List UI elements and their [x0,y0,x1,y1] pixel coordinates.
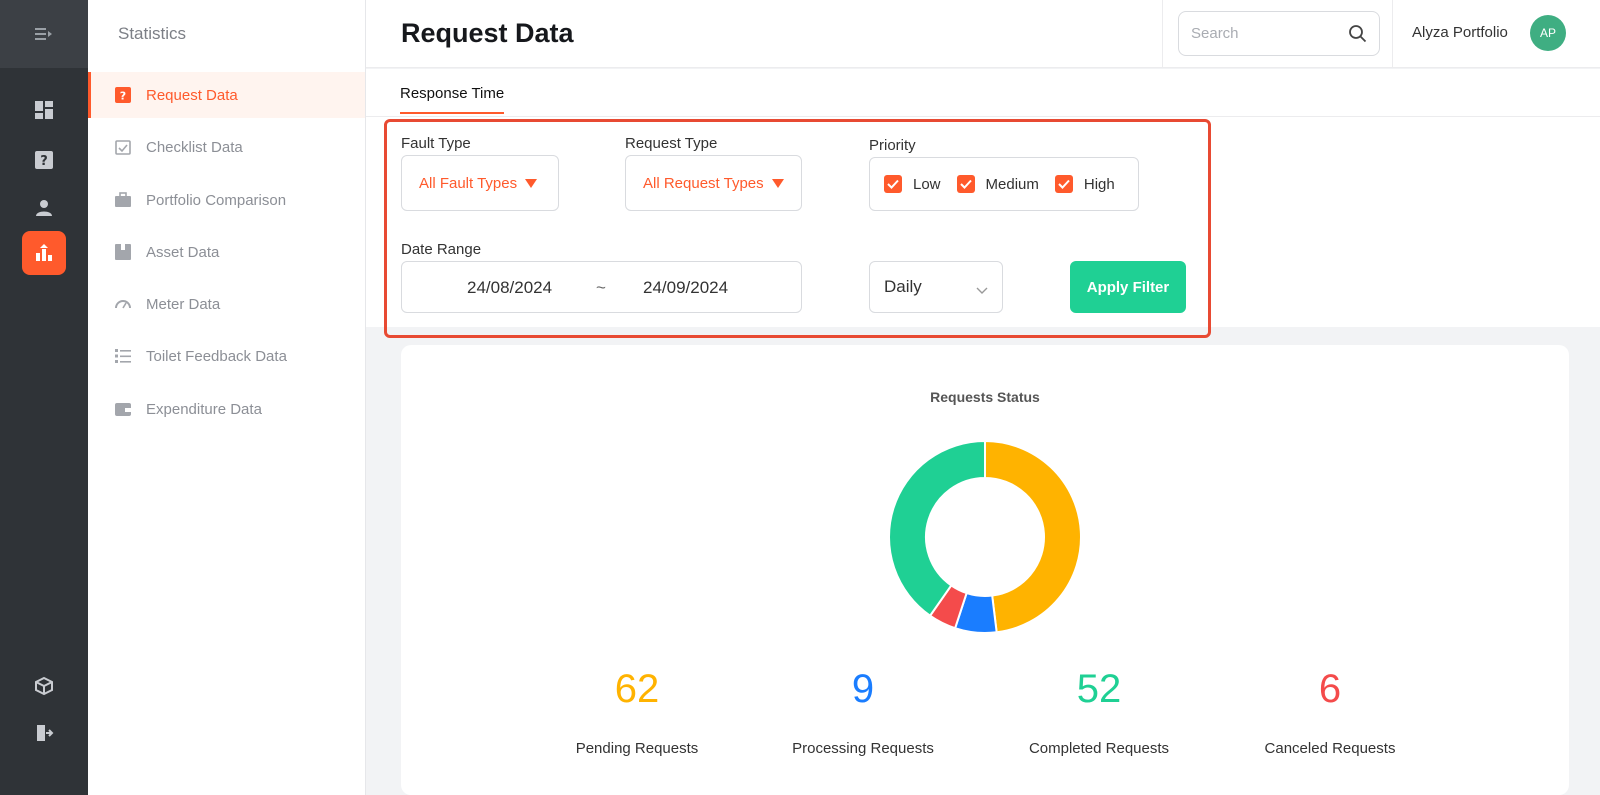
box-icon [114,243,132,261]
stat-label: Processing Requests [792,740,934,757]
date-range-end[interactable]: 24/09/2024 [643,278,729,297]
priority-group: Low Medium High [869,157,1139,211]
sidebar-item-label: Checklist Data [146,138,243,156]
tab-response-time[interactable]: Response Time [400,85,505,114]
rail-dashboard-button[interactable] [22,88,66,132]
header-divider [1392,0,1393,68]
sidebar-item-asset-data[interactable]: Asset Data [88,229,365,275]
priority-label: Priority [869,137,916,154]
stat-canceled: 6 Canceled Requests [1230,667,1430,757]
stat-completed: 52 Completed Requests [999,667,1199,757]
avatar[interactable]: AP [1530,15,1566,51]
date-range-label: Date Range [401,241,482,258]
stat-value: 52 [1076,667,1122,711]
priority-medium-label: Medium [985,175,1039,193]
requests-status-card: Requests Status 62 Pending Requests 9 Pr… [401,345,1569,795]
sidebar-item-label: Toilet Feedback Data [146,347,287,365]
stat-value: 9 [851,667,875,711]
check-icon [956,175,975,193]
priority-high-label: High [1083,175,1115,193]
sidebar-item-meter-data[interactable]: Meter Data [88,281,365,327]
fault-type-value: All Fault Types [419,174,518,192]
statistics-icon [36,244,52,261]
tab-bar: Response Time [366,69,1600,117]
rail-requests-button[interactable]: ? [22,138,66,182]
stat-pending: 62 Pending Requests [537,667,737,757]
briefcase-icon [114,191,132,209]
stat-label: Canceled Requests [1264,740,1396,757]
date-range-separator: ~ [596,278,606,297]
request-type-dropdown[interactable]: All Request Types [625,155,802,211]
svg-text:?: ? [40,154,48,169]
stat-value: 6 [1318,667,1342,711]
sidebar-item-request-data[interactable]: ? Request Data [88,72,365,118]
priority-low-checkbox[interactable]: Low [884,175,941,193]
question-icon: ? [35,151,53,169]
dashboard-icon [35,101,53,119]
search-icon[interactable] [1348,24,1367,48]
svg-text:?: ? [120,90,126,103]
statistics-sidebar: Statistics ? Request Data Checklist Data… [88,0,366,795]
logout-icon [37,725,54,741]
gauge-icon [114,295,132,313]
sidebar-item-checklist-data[interactable]: Checklist Data [88,124,365,170]
list-icon [114,347,132,365]
priority-medium-checkbox[interactable]: Medium [956,175,1039,193]
sidebar-item-label: Portfolio Comparison [146,191,287,209]
search-box [1178,11,1380,56]
rail-statistics-button[interactable] [22,231,66,275]
stat-label: Pending Requests [575,740,699,757]
donut-slice-pending-requests[interactable] [984,439,1082,634]
stat-value: 62 [614,667,660,711]
apply-filter-button[interactable]: Apply Filter [1070,261,1186,313]
date-range-start[interactable]: 24/08/2024 [467,278,553,297]
priority-low-label: Low [913,175,941,193]
question-icon: ? [114,86,132,104]
sidebar-item-label: Asset Data [146,243,220,261]
caret-down-icon [771,178,784,188]
sidebar-item-expenditure-data[interactable]: Expenditure Data [88,386,365,432]
rail-assets-button[interactable] [22,664,66,708]
wallet-icon [114,400,132,418]
user-icon [36,200,52,216]
sidebar-title: Statistics [118,24,187,43]
page-header: Request Data Alyza Portfolio AP [366,0,1600,68]
date-range-picker[interactable]: 24/08/2024 ~ 24/09/2024 [401,261,802,313]
collapse-menu-button[interactable] [0,0,88,68]
search-input[interactable] [1191,12,1341,55]
fault-type-label: Fault Type [401,135,471,152]
app-rail: ? [0,0,88,795]
sidebar-item-label: Request Data [146,86,238,104]
user-name[interactable]: Alyza Portfolio [1412,24,1508,41]
caret-down-icon [525,178,538,188]
cube-icon [35,676,53,696]
check-icon [884,175,902,193]
granularity-select[interactable]: Daily [869,261,1003,313]
check-icon [1054,175,1073,193]
granularity-value: Daily [884,277,922,296]
header-divider [1162,0,1163,68]
sidebar-item-label: Expenditure Data [146,400,262,418]
requests-status-donut [888,439,1082,634]
checklist-icon [114,138,132,156]
page-title: Request Data [401,18,574,48]
request-type-label: Request Type [625,135,718,152]
donut-slice-completed-requests[interactable] [888,439,986,618]
fault-type-dropdown[interactable]: All Fault Types [401,155,559,211]
sidebar-item-toilet-feedback-data[interactable]: Toilet Feedback Data [88,333,365,379]
chevron-down-icon [976,280,988,300]
priority-high-checkbox[interactable]: High [1054,175,1115,193]
stat-label: Completed Requests [1028,740,1170,757]
stat-processing: 9 Processing Requests [763,667,963,757]
chart-title: Requests Status [930,389,1040,405]
sidebar-item-portfolio-comparison[interactable]: Portfolio Comparison [88,177,365,223]
request-type-value: All Request Types [643,174,764,192]
sidebar-item-label: Meter Data [146,295,221,313]
rail-users-button[interactable] [22,186,66,230]
collapse-menu-icon [35,28,52,40]
rail-logout-button[interactable] [22,711,66,755]
